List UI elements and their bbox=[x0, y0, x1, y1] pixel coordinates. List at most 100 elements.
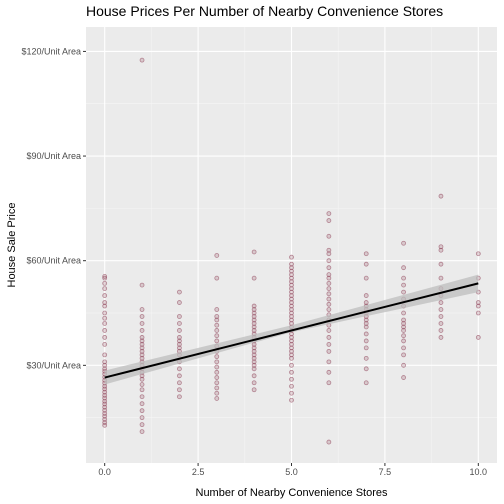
x-axis-title: Number of Nearby Convenience Stores bbox=[196, 487, 388, 499]
data-point bbox=[251, 303, 257, 309]
data-point bbox=[251, 317, 257, 323]
data-point bbox=[475, 251, 481, 257]
data-point bbox=[102, 315, 108, 321]
data-point bbox=[289, 303, 294, 309]
data-point bbox=[326, 272, 332, 278]
data-point bbox=[363, 321, 369, 326]
data-point bbox=[289, 352, 294, 358]
data-point bbox=[251, 352, 257, 358]
data-point bbox=[438, 307, 444, 312]
data-point bbox=[139, 57, 145, 63]
data-point bbox=[363, 355, 369, 361]
data-point bbox=[139, 345, 145, 351]
data-point bbox=[214, 333, 220, 339]
data-point bbox=[139, 307, 145, 312]
data-point bbox=[289, 272, 294, 278]
data-point bbox=[363, 275, 369, 281]
data-point bbox=[438, 314, 444, 319]
data-point bbox=[475, 300, 481, 305]
data-point bbox=[401, 362, 406, 368]
data-point bbox=[139, 335, 145, 340]
data-point bbox=[326, 211, 332, 217]
data-point bbox=[102, 303, 108, 309]
trend-line bbox=[104, 282, 479, 379]
data-point bbox=[102, 280, 108, 286]
data-point bbox=[289, 317, 294, 323]
data-point bbox=[326, 275, 332, 281]
data-point bbox=[326, 369, 332, 375]
data-point bbox=[177, 373, 182, 379]
x-tick-label: 2.5 bbox=[192, 467, 205, 477]
data-point bbox=[401, 282, 406, 288]
data-point bbox=[401, 338, 406, 344]
data-point bbox=[326, 359, 332, 365]
data-point bbox=[401, 310, 406, 316]
data-point bbox=[251, 345, 257, 351]
x-axis: 0.0 2.5 5.0 7.5 10.0 bbox=[98, 463, 487, 477]
data-point bbox=[214, 380, 220, 386]
data-point bbox=[251, 366, 257, 372]
data-point bbox=[289, 261, 294, 267]
data-point bbox=[401, 328, 406, 333]
data-point bbox=[326, 342, 332, 347]
x-tick-label: 0.0 bbox=[98, 467, 111, 477]
data-point bbox=[326, 251, 332, 257]
data-point bbox=[214, 396, 220, 401]
data-point bbox=[363, 317, 369, 323]
data-point bbox=[401, 289, 406, 295]
data-point bbox=[326, 247, 332, 253]
data-point bbox=[401, 265, 406, 271]
data-point bbox=[363, 261, 369, 267]
data-point bbox=[289, 369, 294, 375]
data-point bbox=[102, 335, 108, 340]
data-point bbox=[177, 338, 182, 344]
data-point bbox=[326, 286, 332, 292]
data-point bbox=[363, 345, 369, 351]
x-tick-label: 7.5 bbox=[379, 467, 392, 477]
data-point bbox=[326, 307, 332, 312]
data-point bbox=[214, 375, 220, 380]
data-point bbox=[326, 301, 332, 307]
data-point bbox=[326, 291, 332, 297]
data-point bbox=[139, 348, 145, 354]
y-tick-label: $30/Unit Area bbox=[26, 360, 81, 370]
data-point bbox=[438, 328, 444, 333]
data-point bbox=[326, 439, 332, 445]
data-point bbox=[139, 394, 145, 400]
data-point bbox=[177, 342, 182, 347]
data-point bbox=[177, 335, 182, 340]
data-point bbox=[438, 193, 444, 199]
data-point bbox=[326, 328, 332, 333]
data-point bbox=[326, 265, 332, 271]
data-point bbox=[139, 338, 145, 344]
data-point bbox=[102, 286, 108, 292]
data-point bbox=[102, 300, 108, 305]
data-point bbox=[289, 342, 294, 347]
data-point bbox=[139, 429, 145, 435]
data-point bbox=[139, 408, 145, 414]
data-point bbox=[102, 342, 108, 347]
data-point bbox=[251, 380, 257, 386]
data-point bbox=[401, 240, 406, 246]
data-point bbox=[177, 387, 182, 393]
data-point bbox=[139, 387, 145, 393]
data-point bbox=[363, 380, 369, 386]
data-point bbox=[401, 345, 406, 351]
data-point bbox=[214, 390, 220, 396]
data-point bbox=[139, 328, 145, 333]
data-point bbox=[326, 233, 332, 239]
y-tick-label: $120/Unit Area bbox=[21, 46, 81, 56]
data-point bbox=[363, 293, 369, 298]
data-point bbox=[139, 401, 145, 407]
data-point bbox=[475, 310, 481, 316]
data-point bbox=[401, 352, 406, 358]
data-point bbox=[401, 275, 406, 281]
data-point bbox=[363, 300, 369, 305]
data-point bbox=[438, 321, 444, 326]
data-point bbox=[289, 296, 294, 302]
data-point bbox=[289, 268, 294, 274]
data-point bbox=[289, 397, 294, 403]
data-point bbox=[214, 354, 220, 360]
y-tick-label: $60/Unit Area bbox=[26, 256, 81, 266]
